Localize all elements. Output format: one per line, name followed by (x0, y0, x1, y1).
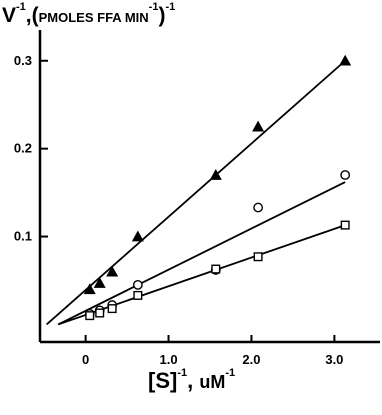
circle-marker (340, 170, 351, 180)
x-tick-label: 1.0 (159, 352, 177, 367)
x-tick-label: 3.0 (325, 352, 343, 367)
triangle-marker (131, 230, 144, 242)
triangle-marker (339, 54, 352, 66)
triangle-marker (209, 169, 222, 180)
triangle-marker (106, 265, 119, 277)
square-marker (95, 308, 105, 318)
circle-marker (253, 202, 263, 213)
y-tick-label: 0.3 (14, 53, 32, 68)
square-marker (211, 264, 221, 274)
x-tick-label: 2.0 (242, 352, 260, 367)
square-marker (340, 220, 350, 230)
fit-line-circles (57, 181, 346, 326)
tick-marks: 0 1.0 2.0 3.0 0.1 0.2 0.3 (14, 53, 344, 367)
x-axis-label: [S]-1, uM-1 (148, 366, 236, 393)
triangle-marker (83, 283, 96, 295)
x-tick-label: 0 (82, 352, 89, 367)
circle-marker (132, 279, 143, 290)
square-marker (133, 290, 143, 300)
y-tick-label: 0.1 (14, 229, 32, 244)
data-points (83, 54, 352, 321)
y-tick-label: 0.2 (14, 141, 32, 156)
axes (38, 30, 380, 344)
triangle-marker (252, 120, 265, 132)
square-marker (107, 304, 117, 314)
square-marker (85, 311, 95, 321)
fit-line-triangles (46, 60, 346, 326)
fit-lines (46, 60, 346, 326)
triangle-marker (93, 277, 106, 288)
square-marker (253, 252, 263, 262)
fit-line-squares (57, 224, 346, 326)
y-axis-label: V-1,(PMOLES FFA MIN-1)-1 (2, 1, 176, 27)
